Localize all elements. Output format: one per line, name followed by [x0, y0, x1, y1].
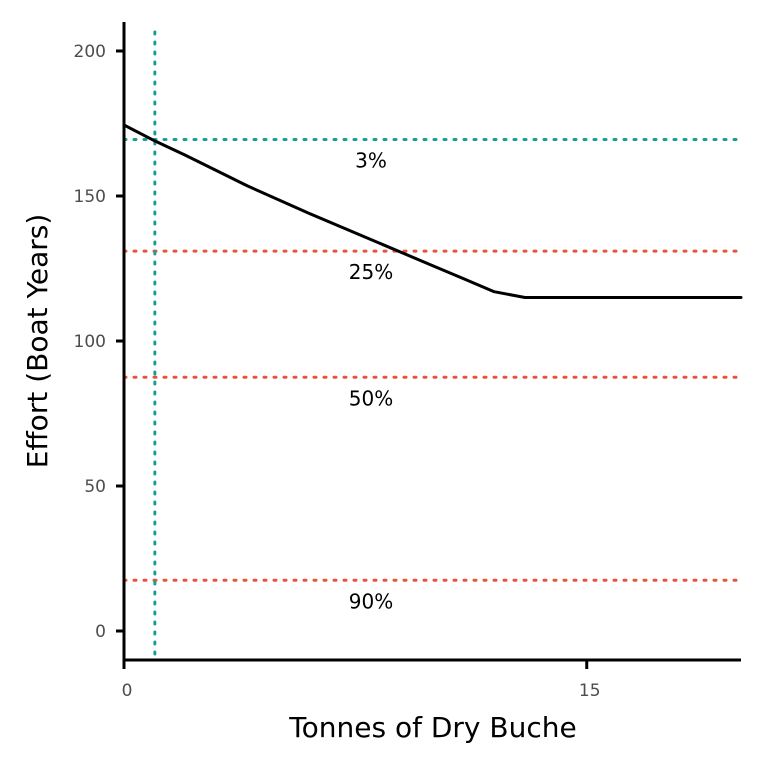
- ref-line-label-0: 3%: [355, 148, 387, 172]
- y-axis-title: Effort (Boat Years): [21, 214, 54, 469]
- reference-labels: 3% 25% 50% 90%: [349, 148, 393, 613]
- ref-line-label-1: 25%: [349, 260, 393, 284]
- x-ticks: 0 15: [122, 660, 601, 701]
- y-tick-label-2: 100: [74, 332, 106, 352]
- series-layer: [122, 123, 743, 299]
- ref-line-label-3: 90%: [349, 589, 393, 613]
- x-tick-label-1: 15: [579, 681, 601, 701]
- y-tick-label-1: 50: [84, 477, 106, 497]
- series-line-0: [122, 123, 743, 299]
- x-tick-label-0: 0: [122, 681, 133, 701]
- y-tick-label-4: 200: [74, 42, 106, 62]
- ref-line-label-2: 50%: [349, 386, 393, 410]
- x-axis-title: Tonnes of Dry Buche: [288, 711, 576, 744]
- axes: [122, 22, 741, 662]
- reference-lines-horizontal: [122, 137, 743, 582]
- y-tick-label-3: 150: [74, 187, 106, 207]
- y-tick-label-0: 0: [95, 622, 106, 642]
- y-ticks: 0 50 100 150 200: [74, 42, 124, 642]
